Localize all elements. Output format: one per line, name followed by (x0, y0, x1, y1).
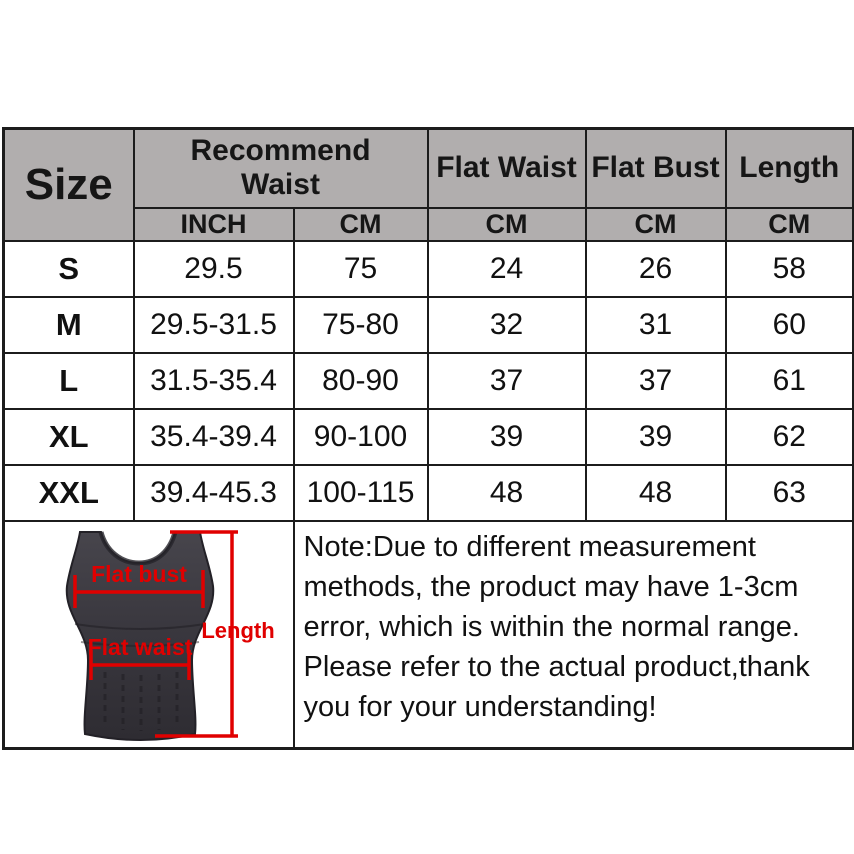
vest-seam (74, 622, 206, 630)
length-value: 61 (724, 351, 854, 410)
header-recommend-waist: Recommend Waist (132, 127, 429, 209)
waist-cm-value: 100-115 (292, 463, 429, 522)
flat-waist-value: 32 (426, 295, 587, 354)
header-recommend-waist-label: Recommend Waist (190, 134, 371, 202)
length-value: 63 (724, 463, 854, 522)
header-row-main: Size Recommend Waist Flat Waist Flat Bus… (2, 127, 854, 242)
waist-inch-value: 29.5 (132, 239, 295, 298)
header-length: Length (724, 127, 854, 209)
header-row-units: INCH CM CM CM CM (4, 206, 854, 242)
table-row-xl: XL 35.4-39.4 90-100 39 39 62 (2, 407, 854, 466)
header-size: Size (2, 127, 135, 242)
size-label: XL (2, 407, 135, 466)
waist-cm-value: 75 (292, 239, 429, 298)
footer-row: Flat bust Flat waist Length (2, 519, 854, 750)
length-value: 58 (724, 239, 854, 298)
length-value: 60 (724, 295, 854, 354)
waist-cm-value: 80-90 (292, 351, 429, 410)
size-label: L (2, 351, 135, 410)
unit-inch: INCH (132, 206, 295, 242)
flat-bust-value: 48 (584, 463, 727, 522)
vest-seam (80, 640, 200, 647)
size-label: XXL (2, 463, 135, 522)
waist-inch-value: 39.4-45.3 (132, 463, 295, 522)
vest-diagram-icon: Flat bust Flat waist Length (65, 529, 275, 741)
unit-cm-waist: CM (292, 206, 429, 242)
flat-waist-value: 24 (426, 239, 587, 298)
unit-cm-flat-bust: CM (584, 206, 727, 242)
flat-bust-value: 26 (584, 239, 727, 298)
flat-bust-value: 37 (584, 351, 727, 410)
vest-measurement-diagram: Flat bust Flat waist Length (2, 519, 295, 750)
flat-waist-label: Flat waist (88, 634, 193, 660)
note-cell: Note:Due to different measurement method… (292, 519, 854, 750)
size-table: Size Recommend Waist Flat Waist Flat Bus… (2, 127, 854, 750)
bust-measure-line (73, 569, 205, 608)
waist-cm-value: 75-80 (292, 295, 429, 354)
flat-bust-value: 31 (584, 295, 727, 354)
waist-inch-value: 31.5-35.4 (132, 351, 295, 410)
waist-cm-value: 90-100 (292, 407, 429, 466)
table-row-m: M 29.5-31.5 75-80 32 31 60 (2, 295, 854, 354)
flat-bust-value: 39 (584, 407, 727, 466)
unit-cm-flat-waist: CM (426, 206, 587, 242)
size-label: S (2, 239, 135, 298)
flat-waist-value: 37 (426, 351, 587, 410)
length-value: 62 (724, 407, 854, 466)
vest-rib-texture (103, 671, 179, 731)
header-flat-bust: Flat Bust (584, 127, 727, 209)
vest-collar (98, 530, 178, 566)
unit-cm-length: CM (724, 206, 854, 242)
header-flat-waist: Flat Waist (426, 127, 587, 209)
length-label: Length (201, 618, 274, 643)
table-row-l: L 31.5-35.4 80-90 37 37 61 (2, 351, 854, 410)
note-text: Note:Due to different measurement method… (303, 530, 810, 723)
waist-measure-line (89, 649, 191, 680)
flat-bust-label: Flat bust (91, 561, 187, 587)
waist-inch-value: 35.4-39.4 (132, 407, 295, 466)
table-row-s: S 29.5 75 24 26 58 (2, 239, 854, 298)
length-measure-line (155, 529, 238, 738)
size-label: M (2, 295, 135, 354)
flat-waist-value: 48 (426, 463, 587, 522)
flat-waist-value: 39 (426, 407, 587, 466)
table-row-xxl: XXL 39.4-45.3 100-115 48 48 63 (2, 463, 854, 522)
waist-inch-value: 29.5-31.5 (132, 295, 295, 354)
